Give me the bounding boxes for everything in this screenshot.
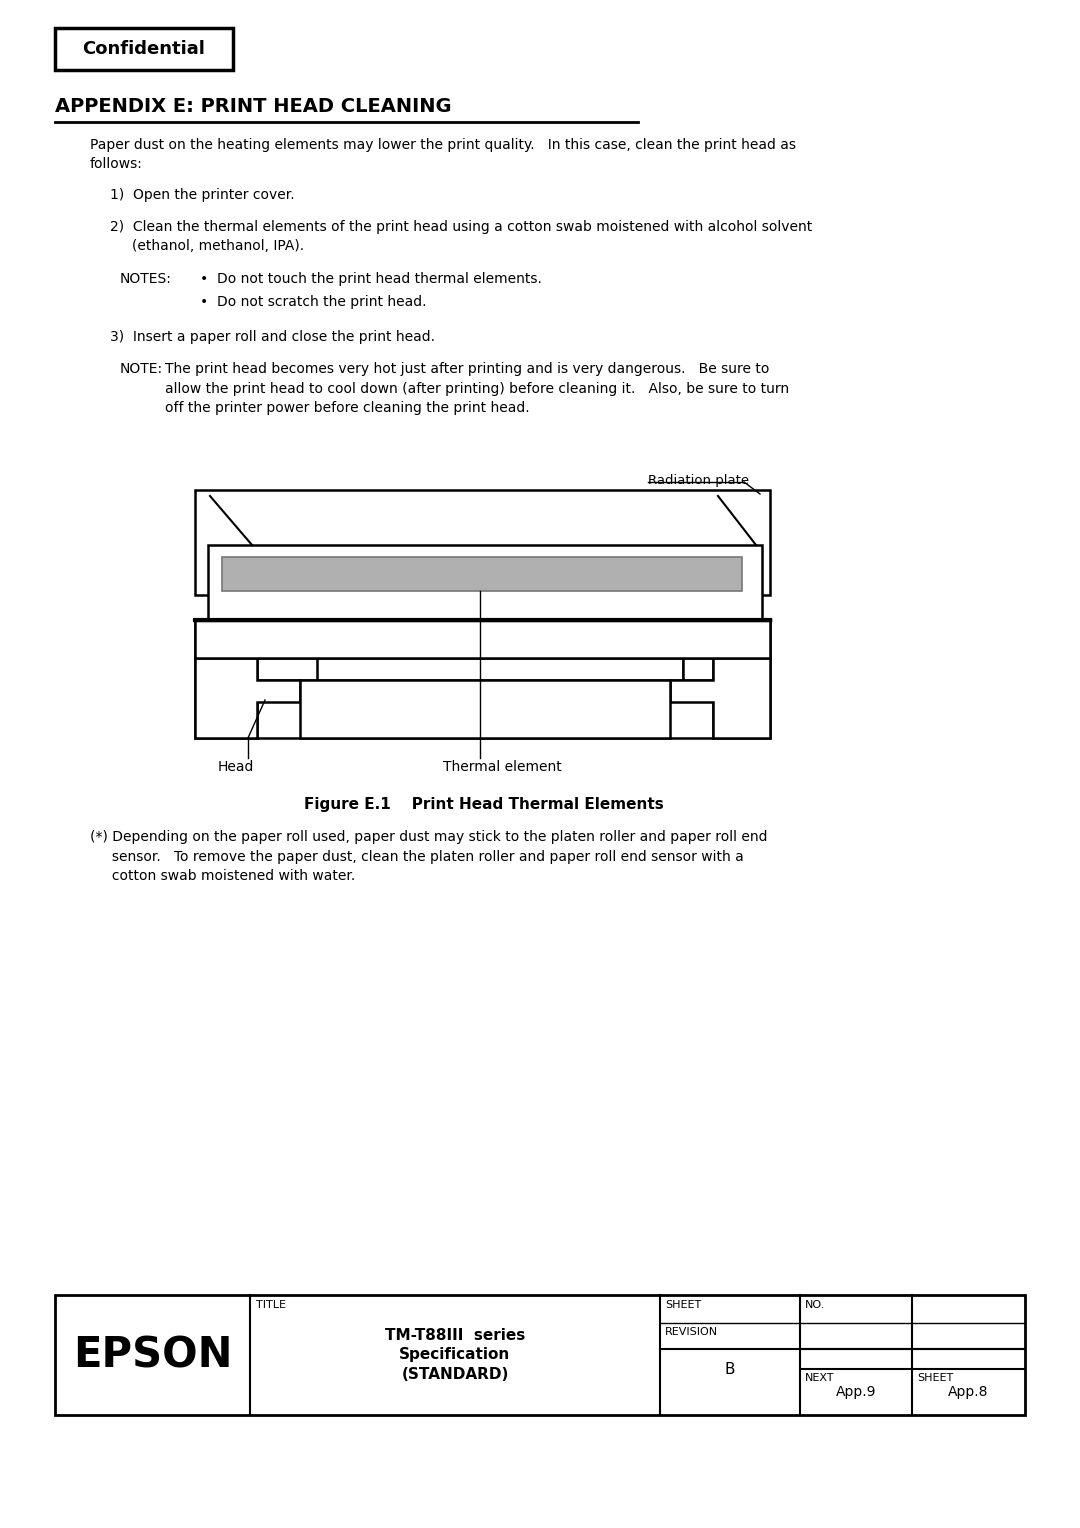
Text: App.8: App.8 [948,1384,989,1400]
Text: NOTES:: NOTES: [120,272,172,286]
Text: SHEET: SHEET [917,1374,954,1383]
Text: Confidential: Confidential [82,40,205,58]
Text: APPENDIX E: PRINT HEAD CLEANING: APPENDIX E: PRINT HEAD CLEANING [55,96,451,116]
Text: Figure E.1    Print Head Thermal Elements: Figure E.1 Print Head Thermal Elements [305,798,664,811]
Bar [195,490,770,594]
Text: NO.: NO. [805,1300,825,1309]
Bar [195,620,770,659]
Bar [300,680,670,738]
Text: •  Do not scratch the print head.: • Do not scratch the print head. [200,295,427,309]
Text: EPSON: EPSON [72,1334,232,1377]
Text: (*) Depending on the paper roll used, paper dust may stick to the platen roller : (*) Depending on the paper roll used, pa… [90,830,768,883]
Bar [683,659,713,680]
Bar [257,659,713,680]
Text: B: B [725,1361,735,1377]
Text: Head: Head [218,759,255,775]
Polygon shape [195,659,300,738]
Text: 1)  Open the printer cover.: 1) Open the printer cover. [110,188,295,202]
Bar [257,680,713,738]
Text: •  Do not touch the print head thermal elements.: • Do not touch the print head thermal el… [200,272,542,286]
Bar [683,659,713,680]
Bar [55,1296,1025,1415]
Text: Thermal element: Thermal element [443,759,562,775]
Bar [55,28,233,70]
Bar [257,659,318,680]
Bar [195,659,257,738]
Bar [208,545,762,620]
Text: 2)  Clean the thermal elements of the print head using a cotton swab moistened w: 2) Clean the thermal elements of the pri… [110,220,812,254]
Bar [713,659,770,738]
Text: TM-T88III  series
Specification
(STANDARD): TM-T88III series Specification (STANDARD… [384,1328,525,1383]
Text: Radiation plate: Radiation plate [648,474,750,487]
Text: SHEET: SHEET [665,1300,701,1309]
Text: The print head becomes very hot just after printing and is very dangerous.   Be : The print head becomes very hot just aft… [165,362,789,416]
Text: NOTE:: NOTE: [120,362,163,376]
Text: TITLE: TITLE [256,1300,286,1309]
Text: Paper dust on the heating elements may lower the print quality.   In this case, : Paper dust on the heating elements may l… [90,138,796,171]
Text: NEXT: NEXT [805,1374,835,1383]
Polygon shape [670,659,770,738]
Text: REVISION: REVISION [665,1326,718,1337]
Bar [195,620,770,659]
Bar [222,558,742,591]
Text: App.9: App.9 [836,1384,876,1400]
Text: 3)  Insert a paper roll and close the print head.: 3) Insert a paper roll and close the pri… [110,330,435,344]
